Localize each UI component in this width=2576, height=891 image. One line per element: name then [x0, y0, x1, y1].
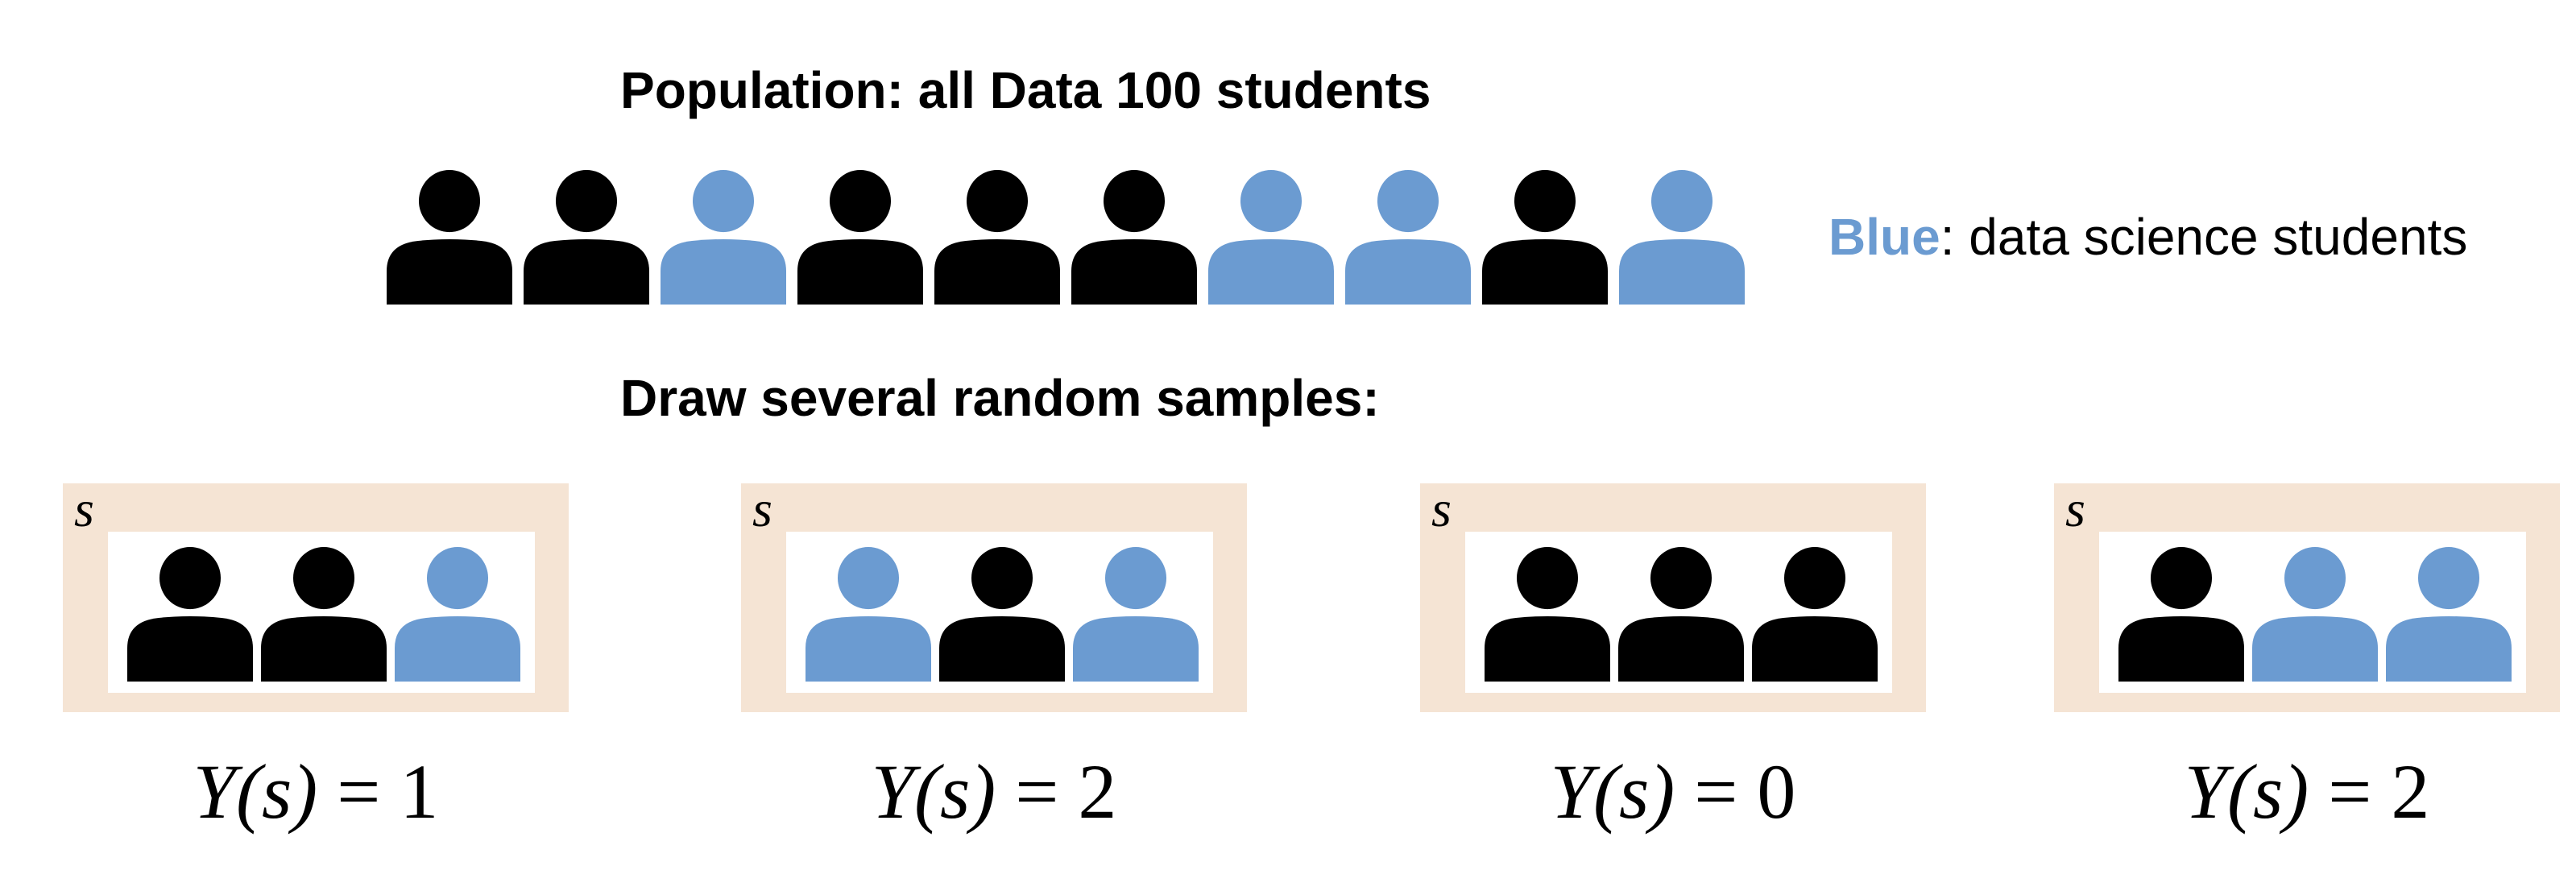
- population-title: Population: all Data 100 students: [620, 61, 1431, 119]
- population-person-icon: [387, 169, 512, 305]
- sample-person-icon: [2118, 546, 2244, 682]
- population-person-icon: [1071, 169, 1197, 305]
- sample-person-icon: [1752, 546, 1878, 682]
- statistic-value: = 2: [2309, 748, 2430, 835]
- population-person-icon: [1208, 169, 1334, 305]
- population-person-icon: [1619, 169, 1745, 305]
- sample-statistic: Y(s) = 2: [2138, 753, 2476, 831]
- sample-label: s: [2065, 480, 2085, 537]
- statistic-function: Y(s): [1550, 748, 1675, 835]
- population-person-icon: [1345, 169, 1471, 305]
- statistic-function: Y(s): [2184, 748, 2309, 835]
- sample-person-icon: [1618, 546, 1744, 682]
- statistic-value: = 0: [1675, 748, 1796, 835]
- sample-person-icon: [2252, 546, 2378, 682]
- samples-title: Draw several random samples:: [620, 369, 1380, 427]
- sample-label: s: [1431, 480, 1452, 537]
- legend-key: Blue: [1828, 208, 1940, 266]
- sample-person-icon: [1073, 546, 1199, 682]
- sample-label: s: [74, 480, 94, 537]
- sample-statistic: Y(s) = 1: [147, 753, 485, 831]
- sample-person-icon: [127, 546, 253, 682]
- population-person-icon: [661, 169, 786, 305]
- statistic-value: = 2: [996, 748, 1117, 835]
- sample-person-icon: [806, 546, 931, 682]
- legend: Blue: data science students: [1828, 211, 2467, 263]
- sample-person-icon: [395, 546, 520, 682]
- statistic-function: Y(s): [871, 748, 996, 835]
- sample-person-icon: [261, 546, 387, 682]
- sample-label: s: [752, 480, 772, 537]
- sample-statistic: Y(s) = 0: [1504, 753, 1842, 831]
- legend-text: : data science students: [1940, 208, 2468, 266]
- population-person-icon: [524, 169, 649, 305]
- sample-statistic: Y(s) = 2: [825, 753, 1163, 831]
- population-person-icon: [797, 169, 923, 305]
- population-person-icon: [1482, 169, 1608, 305]
- sample-person-icon: [939, 546, 1065, 682]
- statistic-function: Y(s): [193, 748, 318, 835]
- statistic-value: = 1: [317, 748, 439, 835]
- population-person-icon: [934, 169, 1060, 305]
- sample-person-icon: [2386, 546, 2512, 682]
- sample-person-icon: [1485, 546, 1610, 682]
